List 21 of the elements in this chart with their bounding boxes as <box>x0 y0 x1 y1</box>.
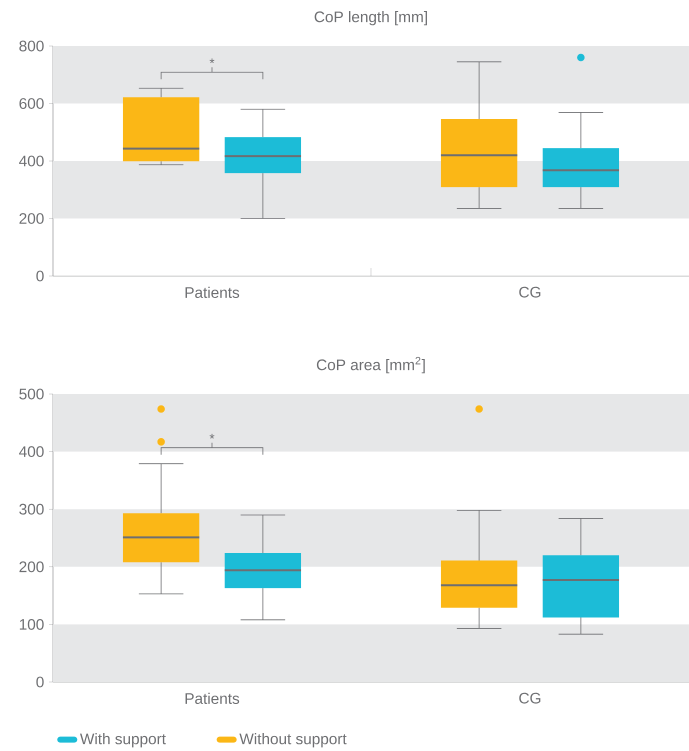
legend-label: Without support <box>239 733 347 748</box>
x-tick-label: Patients <box>186 692 240 704</box>
y-tick-label: 300 <box>19 504 44 515</box>
y-tick-label: 800 <box>19 40 44 52</box>
y-tick-label: 100 <box>20 618 44 630</box>
y-tick-label: 200 <box>19 213 44 224</box>
y-tick-label: 0 <box>36 270 44 282</box>
y-tick-label: 400 <box>19 156 44 166</box>
chart-title: CoP area [mm$^{2}$] <box>316 356 425 374</box>
x-tick-label: Patients <box>186 286 240 298</box>
chart-title: CoP length [mm] <box>314 11 427 26</box>
y-tick-label: 200 <box>19 561 44 572</box>
annotation: * <box>210 434 214 439</box>
y-tick-label: 0 <box>36 676 44 688</box>
x-tick-label: CG <box>519 286 540 298</box>
y-tick-label: 600 <box>19 98 44 109</box>
annotation: * <box>210 58 214 64</box>
x-tick-label: CG <box>519 692 540 704</box>
legend-label: With support <box>80 733 166 748</box>
y-tick-label: 500 <box>19 388 44 400</box>
y-tick-label: 400 <box>19 446 44 458</box>
